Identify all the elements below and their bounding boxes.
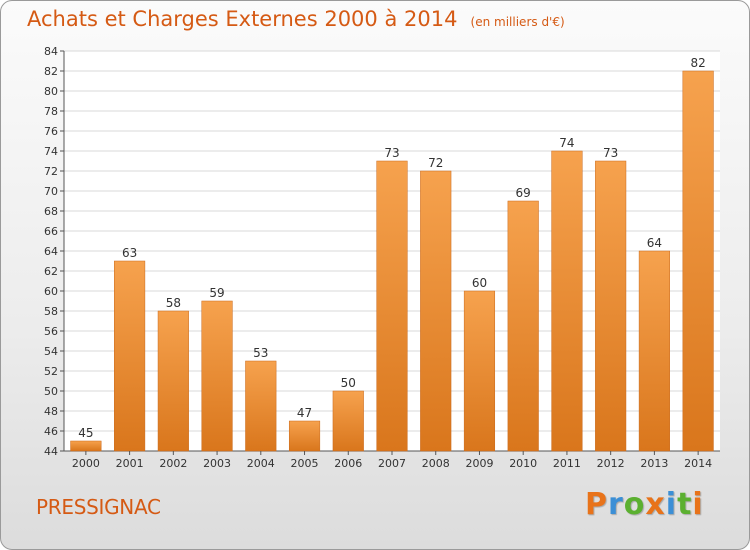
- bar-2011: [551, 150, 583, 452]
- chart-unit: (en milliers d'€): [470, 15, 565, 29]
- y-tick-label: 54: [44, 345, 58, 358]
- bar-2005: [288, 420, 321, 452]
- chart-title: Achats et Charges Externes 2000 à 2014: [27, 7, 458, 31]
- x-tick-label-2013: 2013: [640, 457, 668, 470]
- x-tick-label-2011: 2011: [553, 457, 581, 470]
- x-tick-label-2004: 2004: [247, 457, 275, 470]
- proxiti-logo: Proxiti: [585, 487, 704, 522]
- x-tick-label-2014: 2014: [684, 457, 712, 470]
- y-tick-label: 68: [44, 205, 58, 218]
- y-tick-label: 82: [44, 65, 58, 78]
- bar-2008: [420, 170, 452, 452]
- bar-2006: [332, 390, 364, 452]
- x-tick-label-2000: 2000: [72, 457, 100, 470]
- logo-letter: x: [645, 487, 666, 522]
- x-tick-label-2007: 2007: [378, 457, 406, 470]
- bar-2007: [376, 160, 408, 452]
- value-label-2005: 47: [297, 406, 312, 420]
- value-label-2003: 59: [209, 286, 224, 300]
- x-tick-label-2009: 2009: [465, 457, 493, 470]
- value-label-2014: 82: [690, 56, 705, 70]
- logo-letter: i: [692, 487, 704, 522]
- y-tick-label: 84: [44, 45, 58, 58]
- bar-2000: [70, 440, 102, 452]
- value-label-2013: 64: [647, 236, 662, 250]
- x-tick-label-2010: 2010: [509, 457, 537, 470]
- y-tick-label: 76: [44, 125, 58, 138]
- bar-2001: [114, 260, 146, 452]
- x-tick-label-2003: 2003: [203, 457, 231, 470]
- y-tick-label: 46: [44, 425, 58, 438]
- value-label-2002: 58: [166, 296, 181, 310]
- town-name: PRESSIGNAC: [36, 495, 161, 519]
- bar-2002: [157, 310, 189, 452]
- y-tick-label: 66: [44, 225, 58, 238]
- y-tick-label: 50: [44, 385, 58, 398]
- y-tick-label: 72: [44, 165, 58, 178]
- y-tick-label: 70: [44, 185, 58, 198]
- value-label-2000: 45: [78, 426, 93, 440]
- value-label-2006: 50: [341, 376, 356, 390]
- bar-2004: [245, 360, 277, 452]
- y-tick-label: 80: [44, 85, 58, 98]
- y-tick-label: 56: [44, 325, 58, 338]
- bar-2010: [507, 200, 539, 452]
- bar-2009: [463, 290, 496, 452]
- y-tick-label: 62: [44, 265, 58, 278]
- logo-letter: i: [665, 487, 678, 522]
- value-label-2010: 69: [516, 186, 531, 200]
- y-tick-label: 58: [44, 305, 58, 318]
- x-tick-label-2008: 2008: [422, 457, 450, 470]
- y-tick-label: 60: [44, 285, 58, 298]
- logo-letter: o: [623, 487, 646, 522]
- y-tick-label: 74: [44, 145, 58, 158]
- title-row: Achats et Charges Externes 2000 à 2014 (…: [27, 7, 565, 31]
- y-tick-label: 64: [44, 245, 58, 258]
- x-tick-label-2001: 2001: [116, 457, 144, 470]
- x-tick-label-2005: 2005: [291, 457, 319, 470]
- value-label-2009: 60: [472, 276, 487, 290]
- y-tick-label: 44: [44, 445, 58, 458]
- y-tick-label: 48: [44, 405, 58, 418]
- y-tick-label: 52: [44, 365, 58, 378]
- value-label-2001: 63: [122, 246, 137, 260]
- bar-2014: [682, 70, 714, 452]
- value-label-2011: 74: [559, 136, 574, 150]
- logo-letter: r: [608, 487, 624, 522]
- value-label-2007: 73: [384, 146, 399, 160]
- bar-2003: [201, 300, 233, 452]
- y-tick-label: 78: [44, 105, 58, 118]
- value-label-2008: 72: [428, 156, 443, 170]
- x-tick-label-2012: 2012: [597, 457, 625, 470]
- value-label-2004: 53: [253, 346, 268, 360]
- value-label-2012: 73: [603, 146, 618, 160]
- bar-2012: [595, 160, 627, 452]
- bar-2013: [638, 250, 670, 452]
- logo-letter: P: [585, 487, 608, 522]
- x-tick-label-2006: 2006: [334, 457, 362, 470]
- logo-letter: t: [677, 487, 693, 522]
- x-tick-label-2002: 2002: [159, 457, 187, 470]
